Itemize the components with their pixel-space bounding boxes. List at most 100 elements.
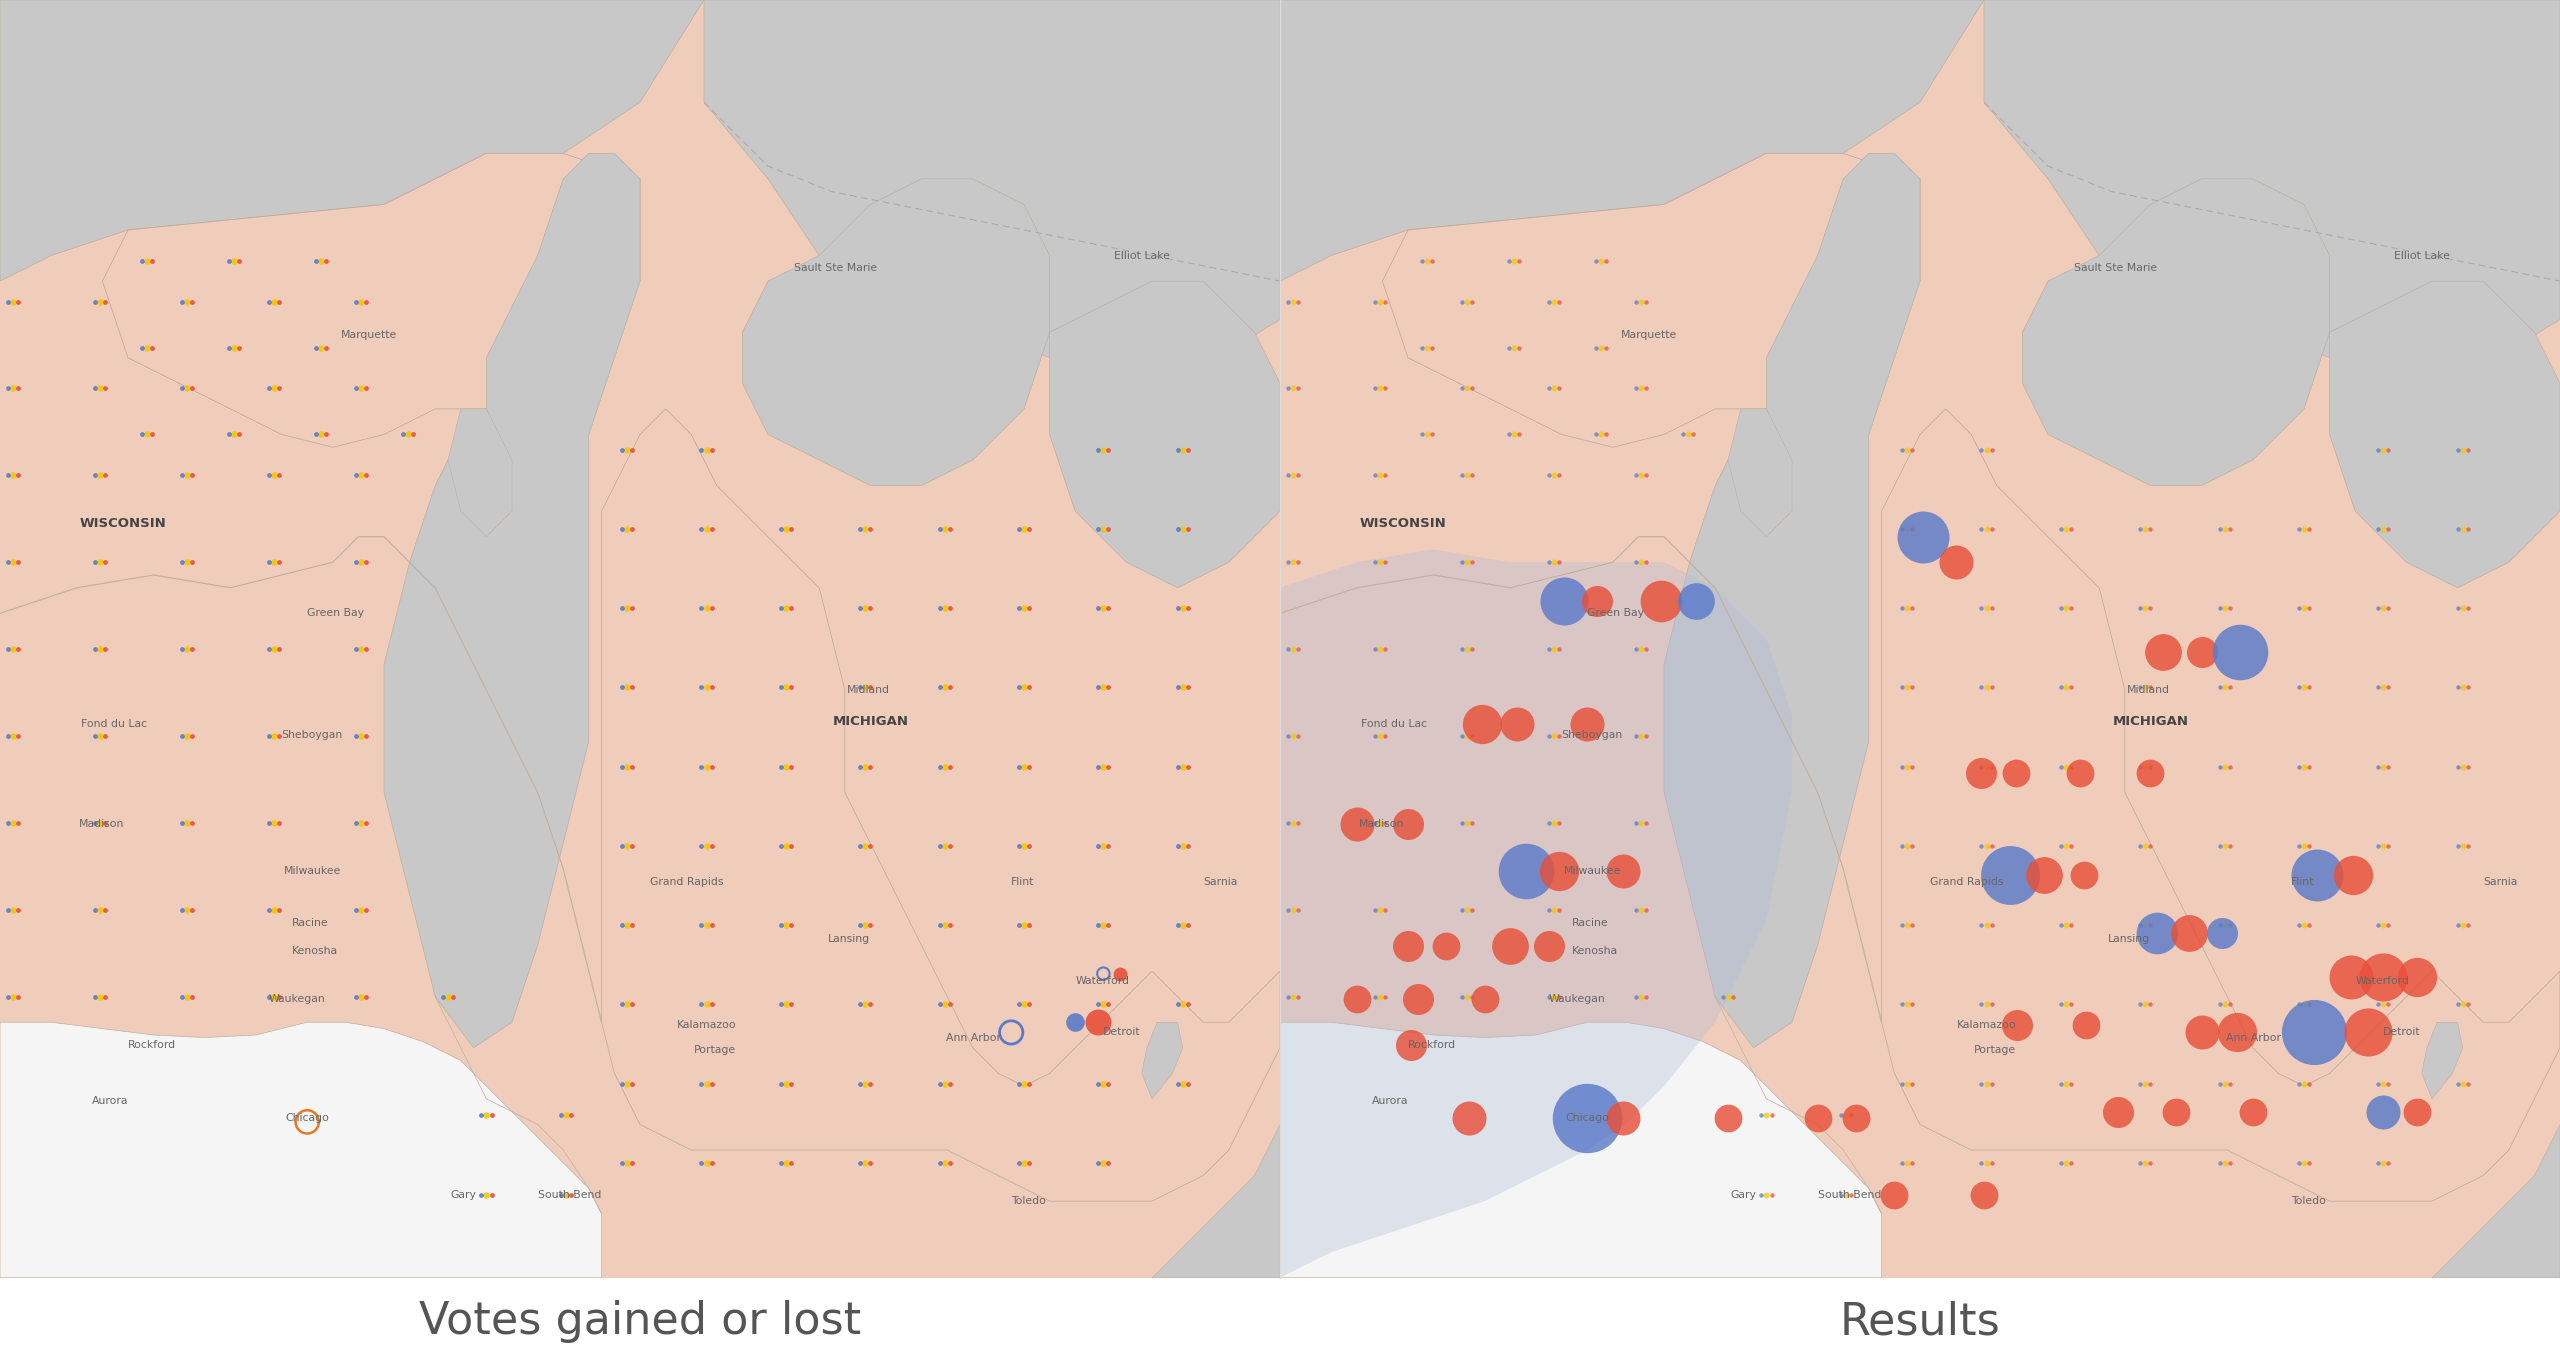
Point (1167, 676, 1208, 698)
Point (1267, 291, 1308, 313)
Point (545, 1105, 586, 1127)
Point (998, 994, 1039, 1016)
Point (2045, 755, 2086, 777)
Point (1157, 914, 1198, 936)
Point (2358, 676, 2399, 698)
Point (602, 1152, 643, 1174)
Point (2209, 914, 2250, 936)
Point (346, 986, 387, 1008)
Point (1528, 725, 1569, 747)
Point (1882, 1072, 1923, 1094)
Point (2209, 835, 2250, 857)
Text: WISCONSIN: WISCONSIN (79, 517, 166, 531)
Point (79, 291, 120, 313)
Point (1162, 755, 1203, 777)
Point (1528, 812, 1569, 834)
Point (79, 725, 120, 747)
Point (919, 1072, 960, 1094)
Point (1162, 914, 1203, 936)
Point (1567, 713, 1608, 735)
Point (760, 994, 801, 1016)
Point (2284, 755, 2324, 777)
Point (1441, 725, 1482, 747)
Point (1446, 638, 1487, 659)
Point (1272, 812, 1313, 834)
Point (1441, 986, 1482, 1008)
Point (1708, 1108, 1748, 1130)
Point (1359, 899, 1400, 921)
Point (1446, 812, 1487, 834)
Point (1500, 424, 1541, 446)
Point (2437, 1072, 2478, 1094)
Point (172, 638, 212, 659)
Text: Milwaukee: Milwaukee (1564, 866, 1620, 876)
Text: Green Bay: Green Bay (1587, 609, 1644, 618)
Point (2330, 967, 2371, 988)
Point (1626, 986, 1667, 1008)
Text: Midland: Midland (2127, 686, 2171, 695)
Point (2396, 967, 2437, 988)
Polygon shape (1050, 281, 1280, 588)
Point (1887, 439, 1928, 461)
Point (607, 1072, 648, 1094)
Point (2199, 755, 2240, 777)
Point (0, 812, 38, 834)
Text: Flint: Flint (2291, 876, 2314, 887)
Point (2209, 1072, 2250, 1094)
Polygon shape (0, 0, 1280, 1278)
Point (2278, 755, 2319, 777)
Text: Detroit: Detroit (1103, 1027, 1142, 1038)
Text: South Bend: South Bend (538, 1190, 602, 1200)
Point (2363, 914, 2404, 936)
Point (2204, 755, 2245, 777)
Point (2204, 835, 2245, 857)
Point (2120, 755, 2161, 777)
Point (2447, 994, 2488, 1016)
Point (1528, 899, 1569, 921)
Point (686, 1072, 727, 1094)
Point (287, 1111, 328, 1132)
Point (1971, 914, 2012, 936)
Point (765, 598, 806, 620)
Point (2363, 1101, 2404, 1123)
Point (1966, 439, 2007, 461)
Point (2199, 598, 2240, 620)
Point (2358, 1152, 2399, 1174)
Point (771, 755, 812, 777)
Point (461, 1105, 502, 1127)
Text: Toledo: Toledo (1011, 1196, 1047, 1206)
Point (607, 835, 648, 857)
Point (1272, 551, 1313, 573)
Point (1836, 1108, 1876, 1130)
Point (1626, 899, 1667, 921)
Point (1446, 377, 1487, 399)
Point (612, 994, 653, 1016)
Point (2358, 1072, 2399, 1094)
Point (2209, 676, 2250, 698)
Point (2363, 1072, 2404, 1094)
Point (2363, 967, 2404, 988)
Point (2278, 518, 2319, 540)
Point (1966, 518, 2007, 540)
Point (1887, 518, 1928, 540)
Text: Ann Arbor: Ann Arbor (947, 1032, 1001, 1042)
Point (2204, 914, 2245, 936)
Point (2442, 518, 2483, 540)
Point (612, 439, 653, 461)
Point (681, 439, 722, 461)
Point (128, 424, 169, 446)
Point (340, 986, 381, 1008)
Point (691, 755, 732, 777)
Point (1887, 994, 1928, 1016)
Point (2363, 676, 2404, 698)
Point (2447, 835, 2488, 857)
Point (1364, 638, 1405, 659)
Text: MICHIGAN: MICHIGAN (2112, 716, 2189, 728)
Point (302, 250, 343, 271)
Point (0, 812, 28, 834)
Point (2130, 1152, 2171, 1174)
Point (929, 994, 970, 1016)
Point (1892, 518, 1933, 540)
Point (2289, 755, 2330, 777)
Point (1490, 250, 1531, 271)
